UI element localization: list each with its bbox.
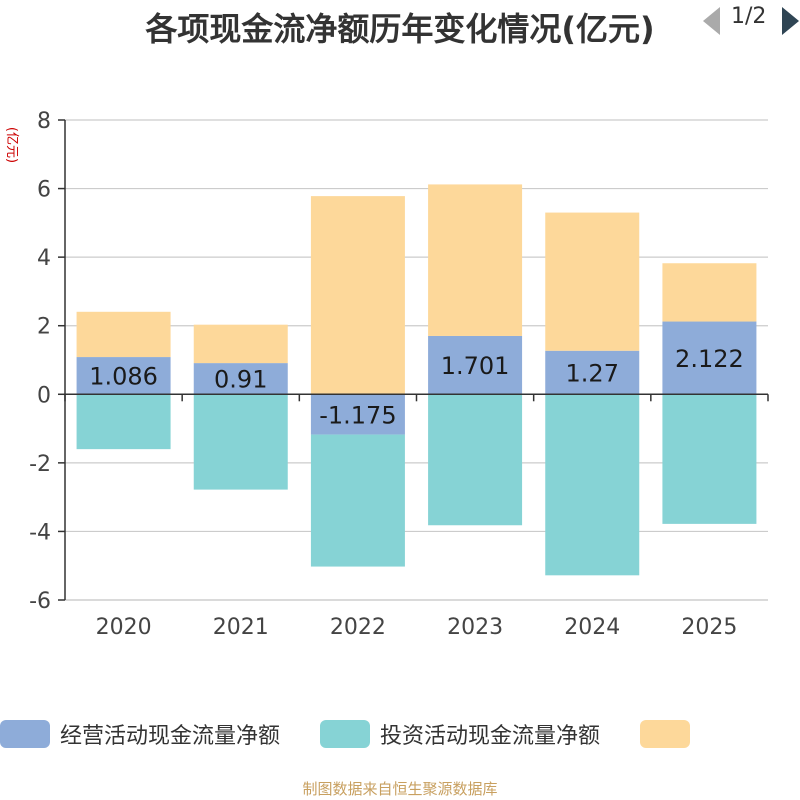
- data-labels: 1.086 0.91 -1.175 1.701 1.27 2.122: [89, 345, 744, 430]
- x-tick-label: 2025: [681, 615, 737, 640]
- data-label: -1.175: [319, 401, 396, 429]
- bar-2023-series-3[interactable]: [428, 184, 523, 336]
- y-tick-label: 6: [37, 178, 51, 203]
- y-axis-label: (亿元): [4, 127, 19, 163]
- data-label: 0.91: [214, 366, 267, 394]
- y-tick-label: -6: [29, 589, 51, 614]
- y-tick-label: 8: [37, 109, 51, 134]
- x-tick-label: 2020: [96, 615, 152, 640]
- bar-2024-series-1[interactable]: [545, 350, 640, 395]
- y-tick-label: -4: [29, 520, 51, 545]
- chart-plot: -6 -4 -2 0 2 4 6 8 2020 2021 2022 2023 2024 2025 1.08…: [4, 109, 769, 640]
- data-label: 1.701: [441, 352, 510, 380]
- x-tick-label: 2024: [564, 615, 620, 640]
- y-tick-label: 0: [37, 383, 51, 408]
- legend: 经营活动现金流量净额 投资活动现金流量净额: [0, 714, 800, 754]
- pager-arrows: [703, 7, 799, 35]
- bar-2025-series-3[interactable]: [662, 263, 757, 322]
- bar-2020-series-1[interactable]: [76, 357, 171, 395]
- chart-title: 各项现金流净额历年变化情况(亿元): [145, 10, 655, 48]
- data-label: 1.27: [566, 360, 619, 388]
- bar-2022-series-1[interactable]: [310, 394, 405, 435]
- bar-2020-series-2[interactable]: [76, 394, 171, 450]
- legend-pager: 1/2: [700, 0, 800, 40]
- legend-swatch: [320, 720, 370, 748]
- bar-2021-series-3[interactable]: [193, 324, 288, 364]
- legend-label: 经营活动现金流量净额: [60, 724, 281, 749]
- pager-prev-icon[interactable]: [703, 7, 720, 35]
- bar-2024-series-2[interactable]: [545, 394, 640, 576]
- bar-2021-series-1[interactable]: [193, 363, 288, 395]
- source-note: 制图数据来自恒生聚源数据库: [302, 780, 498, 798]
- data-label: 1.086: [89, 363, 158, 391]
- x-tick-label: 2023: [447, 615, 503, 640]
- bar-2023-series-1[interactable]: [428, 335, 523, 395]
- bar-2023-series-2[interactable]: [428, 394, 523, 526]
- y-tick-label: 2: [37, 315, 51, 340]
- bar-2025-series-1[interactable]: [662, 321, 757, 395]
- bar-2022-series-3[interactable]: [310, 196, 405, 395]
- axes: -6 -4 -2 0 2 4 6 8 2020 2021 2022 2023 2024 2025: [29, 109, 769, 640]
- x-tick-label: 2022: [330, 615, 386, 640]
- legend-page-indicator: 1/2: [731, 4, 767, 29]
- bar-2024-series-3[interactable]: [545, 212, 640, 351]
- y-tick-label: 4: [37, 246, 51, 271]
- bar-2020-series-3[interactable]: [76, 311, 171, 358]
- data-label: 2.122: [675, 345, 744, 373]
- x-tick-label: 2021: [213, 615, 269, 640]
- bar-2025-series-2[interactable]: [662, 394, 757, 524]
- bars: [76, 184, 757, 576]
- legend-swatch: [0, 720, 50, 748]
- legend-label: 投资活动现金流量净额: [380, 724, 601, 749]
- y-tick-label: -2: [29, 452, 51, 477]
- legend-swatch: [640, 720, 690, 748]
- pager-next-icon[interactable]: [782, 7, 799, 35]
- bar-2022-series-2[interactable]: [310, 434, 405, 567]
- grid-lines: [65, 119, 768, 601]
- bar-2021-series-2[interactable]: [193, 394, 288, 490]
